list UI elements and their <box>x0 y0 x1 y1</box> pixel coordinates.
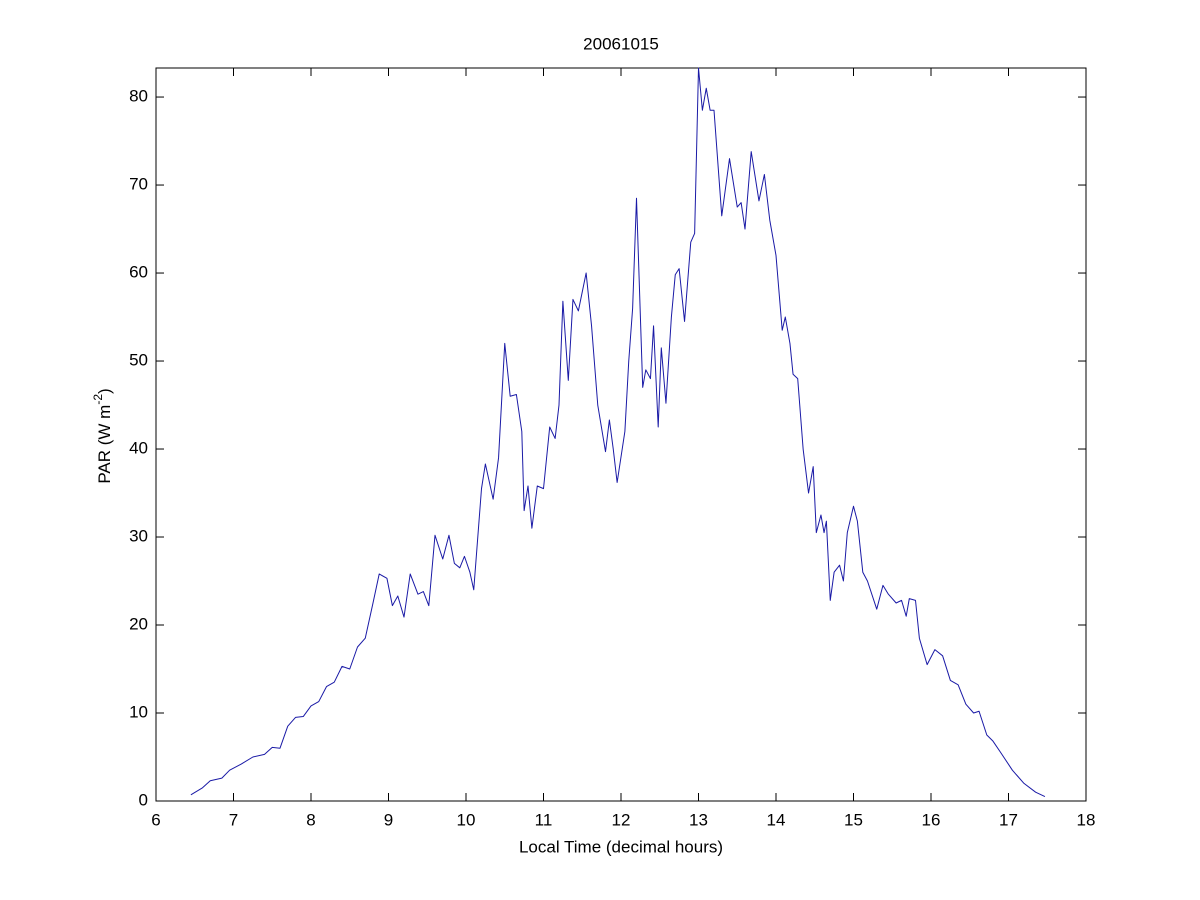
x-tick-label: 9 <box>384 810 393 829</box>
y-tick-label: 50 <box>129 351 148 370</box>
y-tick-label: 70 <box>129 175 148 194</box>
x-tick-label: 7 <box>229 810 238 829</box>
y-tick-label: 30 <box>129 526 148 545</box>
y-label-superscript: -2 <box>91 394 105 405</box>
x-tick-label: 14 <box>767 810 786 829</box>
x-tick-label: 18 <box>1077 810 1096 829</box>
x-tick-label: 6 <box>151 810 160 829</box>
y-axis-label: PAR (W m-2) <box>91 388 114 483</box>
y-tick-label: 80 <box>129 87 148 106</box>
x-tick-label: 16 <box>922 810 941 829</box>
y-tick-label: 0 <box>139 790 148 809</box>
x-tick-label: 15 <box>844 810 863 829</box>
y-tick-label: 10 <box>129 702 148 721</box>
y-label-text: PAR (W m <box>95 405 114 484</box>
x-tick-label: 10 <box>457 810 476 829</box>
y-tick-label: 20 <box>129 614 148 633</box>
data-line <box>190 67 1046 798</box>
y-tick-label: 60 <box>129 263 148 282</box>
x-tick-label: 13 <box>689 810 708 829</box>
x-tick-label: 12 <box>612 810 631 829</box>
y-label-suffix: ) <box>95 388 114 394</box>
chart-title: 20061015 <box>583 34 659 53</box>
x-axis-label: Local Time (decimal hours) <box>519 837 723 856</box>
plot-frame <box>155 67 1087 802</box>
x-tick-label: 11 <box>535 810 553 829</box>
x-tick-label: 8 <box>306 810 315 829</box>
x-tick-label: 17 <box>999 810 1018 829</box>
y-tick-label: 40 <box>129 439 148 458</box>
